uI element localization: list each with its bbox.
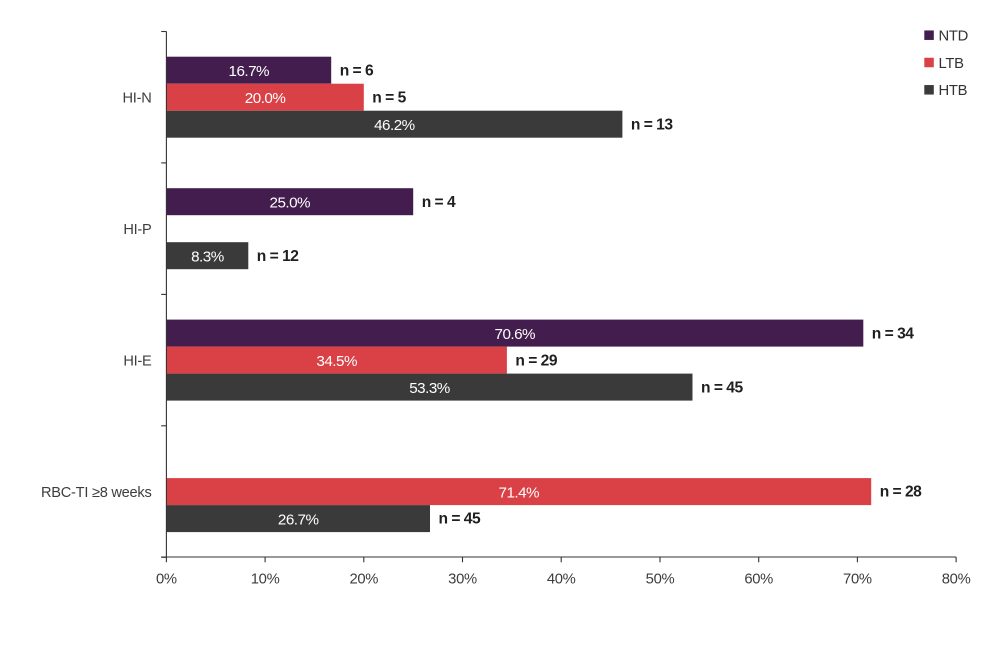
svg-text:8.3%: 8.3% <box>191 249 224 266</box>
svg-text:n = 12: n = 12 <box>257 248 299 265</box>
svg-text:71.4%: 71.4% <box>499 484 540 501</box>
svg-text:70%: 70% <box>843 571 872 587</box>
svg-text:n = 28: n = 28 <box>880 484 922 501</box>
svg-text:25.0%: 25.0% <box>270 195 311 212</box>
svg-text:n = 34: n = 34 <box>872 325 914 342</box>
svg-text:30%: 30% <box>448 571 477 587</box>
svg-text:40%: 40% <box>547 571 576 587</box>
svg-text:n = 6: n = 6 <box>340 62 374 79</box>
svg-text:n = 45: n = 45 <box>439 511 481 528</box>
svg-text:10%: 10% <box>251 571 280 587</box>
svg-text:20.0%: 20.0% <box>245 90 286 107</box>
svg-text:20%: 20% <box>349 571 378 587</box>
svg-text:n = 13: n = 13 <box>631 116 673 133</box>
svg-text:LTB: LTB <box>939 56 965 72</box>
svg-text:HI-P: HI-P <box>123 222 151 238</box>
svg-text:26.7%: 26.7% <box>278 511 319 528</box>
svg-text:60%: 60% <box>744 571 773 587</box>
svg-text:HI-E: HI-E <box>123 353 152 369</box>
svg-text:34.5%: 34.5% <box>316 353 357 370</box>
svg-text:n = 45: n = 45 <box>701 379 743 396</box>
svg-text:16.7%: 16.7% <box>229 63 270 80</box>
svg-text:0%: 0% <box>156 571 177 587</box>
svg-text:50%: 50% <box>646 571 675 587</box>
svg-text:53.3%: 53.3% <box>409 380 450 397</box>
svg-text:n = 4: n = 4 <box>422 194 456 211</box>
svg-text:80%: 80% <box>942 571 971 587</box>
svg-text:NTD: NTD <box>939 29 969 45</box>
svg-text:n = 29: n = 29 <box>515 352 557 369</box>
svg-text:HI-N: HI-N <box>123 91 152 107</box>
svg-text:46.2%: 46.2% <box>374 117 415 134</box>
svg-text:HTB: HTB <box>939 83 968 99</box>
svg-text:70.6%: 70.6% <box>495 326 536 343</box>
svg-text:RBC-TI ≥8 weeks: RBC-TI ≥8 weeks <box>41 485 152 501</box>
svg-text:n = 5: n = 5 <box>372 89 406 106</box>
